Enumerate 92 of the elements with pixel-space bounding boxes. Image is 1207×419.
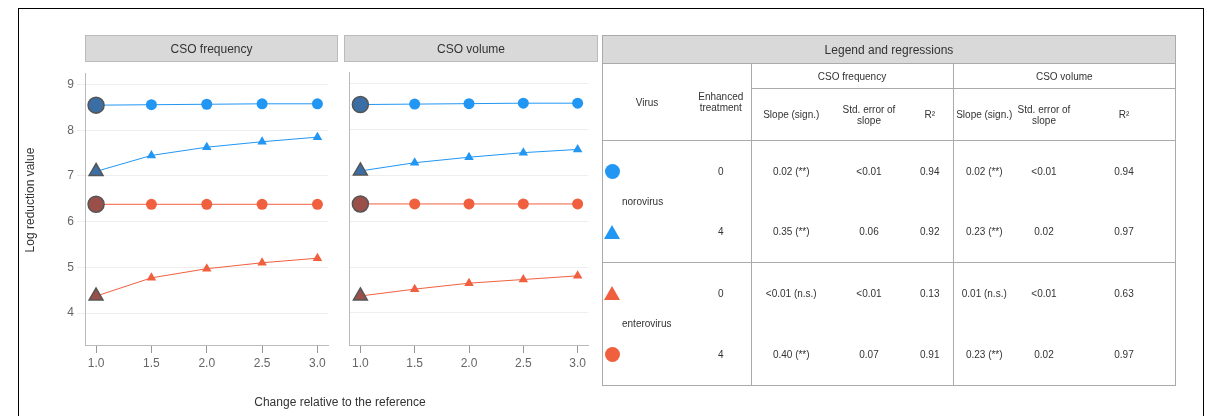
- point: [572, 143, 583, 153]
- text: Legend and regressions: [603, 36, 1175, 64]
- text: CSO volume: [953, 64, 1175, 89]
- x-tick-label: 2.0: [198, 355, 216, 370]
- point: [201, 98, 213, 110]
- point: [409, 283, 420, 292]
- point: [409, 198, 421, 210]
- text: 0.07: [858, 347, 880, 362]
- text: norovirus: [621, 140, 691, 263]
- y-tick-label: 4: [67, 305, 75, 320]
- text: 4: [716, 225, 725, 240]
- text: Std. error of slope: [831, 88, 907, 141]
- text: Enhanced treatment: [697, 90, 745, 115]
- text: 0: [691, 262, 751, 324]
- point: [145, 198, 157, 210]
- x-tick-label: 1.5: [406, 355, 424, 370]
- text: 0.40 (**): [751, 323, 831, 385]
- text: 0.92: [919, 225, 941, 240]
- text: 0.94: [1073, 140, 1175, 202]
- point: [409, 157, 420, 166]
- point: [463, 98, 475, 110]
- text: R²: [907, 88, 953, 141]
- text: enterovirus: [621, 262, 691, 385]
- point: [464, 151, 474, 160]
- text: R²: [1073, 88, 1175, 141]
- point: [311, 98, 323, 110]
- x-tick-label: 1.0: [352, 355, 370, 370]
- x-tick-label: 1.5: [143, 355, 161, 370]
- point: [518, 274, 529, 283]
- point: [257, 257, 267, 266]
- text: Slope (sign.): [953, 88, 1015, 141]
- text: 0.06: [858, 225, 880, 240]
- point: [517, 198, 529, 210]
- text: Std. error of slope: [1015, 88, 1073, 141]
- text: 0.97: [1113, 225, 1135, 240]
- x-axis-title: Change relative to the reference: [253, 395, 427, 409]
- x-tick-label: 3.0: [569, 355, 587, 370]
- point: [312, 131, 323, 140]
- x-tick-label: 2.5: [514, 355, 532, 370]
- text: <0.01 (n.s.): [751, 262, 831, 324]
- point: [312, 252, 323, 261]
- text: 4: [716, 347, 725, 362]
- y-axis-title: Log reduction value: [23, 147, 37, 253]
- point: [257, 136, 267, 145]
- point: [572, 97, 584, 109]
- point: [256, 198, 268, 210]
- text: Virus: [634, 95, 660, 110]
- chart-title: CSO volume: [344, 35, 598, 62]
- y-tick-label: 6: [67, 213, 75, 228]
- x-tick-label: 2.5: [253, 355, 271, 370]
- point: [517, 97, 529, 109]
- x-tick-label: 1.0: [87, 355, 105, 370]
- text: 0.91: [919, 347, 941, 362]
- text: 0.01 (n.s.): [953, 262, 1015, 324]
- point: [464, 277, 474, 286]
- point: [572, 198, 584, 210]
- point: [146, 149, 157, 159]
- text: 0.35 (**): [751, 201, 831, 263]
- point: [201, 198, 213, 210]
- x-tick-label: 2.0: [460, 355, 478, 370]
- x-tick-label: 3.0: [309, 355, 327, 370]
- text: 0.94: [907, 140, 953, 202]
- point: [201, 141, 212, 150]
- text: <0.01: [1015, 140, 1073, 202]
- point: [146, 272, 157, 281]
- text: Slope (sign.): [751, 88, 831, 141]
- point: [518, 147, 529, 156]
- y-tick-label: 7: [67, 168, 75, 183]
- text: CSO frequency: [751, 64, 953, 89]
- text: 0.23 (**): [953, 201, 1015, 263]
- text: 0.97: [1113, 347, 1135, 362]
- text: <0.01: [831, 140, 907, 202]
- point: [409, 98, 421, 110]
- point: [572, 270, 583, 279]
- point: [256, 98, 268, 110]
- text: <0.01: [1015, 262, 1073, 324]
- y-tick-label: 8: [67, 122, 75, 137]
- text: <0.01: [831, 262, 907, 324]
- text: 0.02 (**): [953, 140, 1015, 202]
- point: [311, 198, 323, 210]
- text: 0.02: [1033, 225, 1055, 240]
- y-tick-label: 5: [67, 259, 75, 274]
- point: [145, 99, 157, 111]
- text: 0.13: [907, 262, 953, 324]
- text: 0.02 (**): [751, 140, 831, 202]
- chart-title: CSO frequency: [85, 35, 338, 62]
- text: 0.63: [1073, 262, 1175, 324]
- y-tick-label: 9: [67, 76, 75, 91]
- text: 0.23 (**): [953, 323, 1015, 385]
- point: [463, 198, 475, 210]
- text: 0.02: [1033, 347, 1055, 362]
- text: 0: [691, 140, 751, 202]
